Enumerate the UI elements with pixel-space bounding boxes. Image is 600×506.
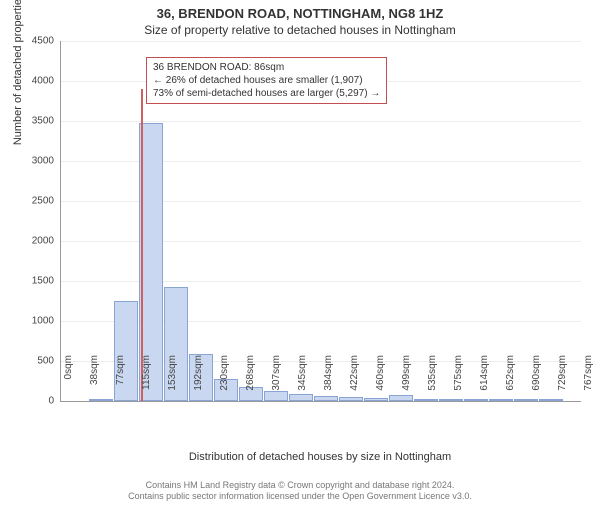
footer-line1: Contains HM Land Registry data © Crown c… bbox=[0, 480, 600, 491]
chart-area: Number of detached properties Distributi… bbox=[60, 41, 580, 401]
y-tick-label: 0 bbox=[4, 396, 54, 407]
y-tick-label: 3500 bbox=[4, 116, 54, 127]
x-tick-label: 230sqm bbox=[219, 355, 230, 405]
x-tick-label: 614sqm bbox=[479, 355, 490, 405]
x-tick-label: 115sqm bbox=[141, 355, 152, 405]
x-tick-label: 535sqm bbox=[427, 355, 438, 405]
x-tick-label: 422sqm bbox=[349, 355, 360, 405]
callout-line1: 36 BRENDON ROAD: 86sqm bbox=[153, 61, 380, 74]
x-tick-label: 268sqm bbox=[245, 355, 256, 405]
x-tick-label: 38sqm bbox=[89, 355, 100, 405]
y-tick-label: 4000 bbox=[4, 76, 54, 87]
footer-line2: Contains public sector information licen… bbox=[0, 491, 600, 502]
y-tick-label: 2500 bbox=[4, 196, 54, 207]
x-tick-label: 153sqm bbox=[167, 355, 178, 405]
x-tick-label: 77sqm bbox=[115, 355, 126, 405]
y-tick-label: 1500 bbox=[4, 276, 54, 287]
callout-line3: 73% of semi-detached houses are larger (… bbox=[153, 87, 380, 100]
marker-callout: 36 BRENDON ROAD: 86sqm ← 26% of detached… bbox=[146, 57, 387, 104]
footer-attribution: Contains HM Land Registry data © Crown c… bbox=[0, 480, 600, 503]
page-title-line2: Size of property relative to detached ho… bbox=[0, 23, 600, 37]
x-tick-label: 499sqm bbox=[401, 355, 412, 405]
x-axis-label: Distribution of detached houses by size … bbox=[60, 451, 580, 463]
x-tick-label: 652sqm bbox=[505, 355, 516, 405]
x-tick-label: 192sqm bbox=[193, 355, 204, 405]
y-tick-label: 500 bbox=[4, 356, 54, 367]
x-tick-label: 460sqm bbox=[375, 355, 386, 405]
y-tick-label: 3000 bbox=[4, 156, 54, 167]
x-tick-label: 307sqm bbox=[271, 355, 282, 405]
x-tick-label: 0sqm bbox=[63, 355, 74, 405]
x-tick-label: 767sqm bbox=[583, 355, 594, 405]
gridline-h bbox=[61, 41, 581, 42]
callout-line2: ← 26% of detached houses are smaller (1,… bbox=[153, 74, 380, 87]
x-tick-label: 729sqm bbox=[557, 355, 568, 405]
x-tick-label: 384sqm bbox=[323, 355, 334, 405]
y-tick-label: 4500 bbox=[4, 36, 54, 47]
x-tick-label: 690sqm bbox=[531, 355, 542, 405]
x-tick-label: 575sqm bbox=[453, 355, 464, 405]
y-tick-label: 2000 bbox=[4, 236, 54, 247]
x-tick-label: 345sqm bbox=[297, 355, 308, 405]
page-title-line1: 36, BRENDON ROAD, NOTTINGHAM, NG8 1HZ bbox=[0, 6, 600, 21]
y-tick-label: 1000 bbox=[4, 316, 54, 327]
